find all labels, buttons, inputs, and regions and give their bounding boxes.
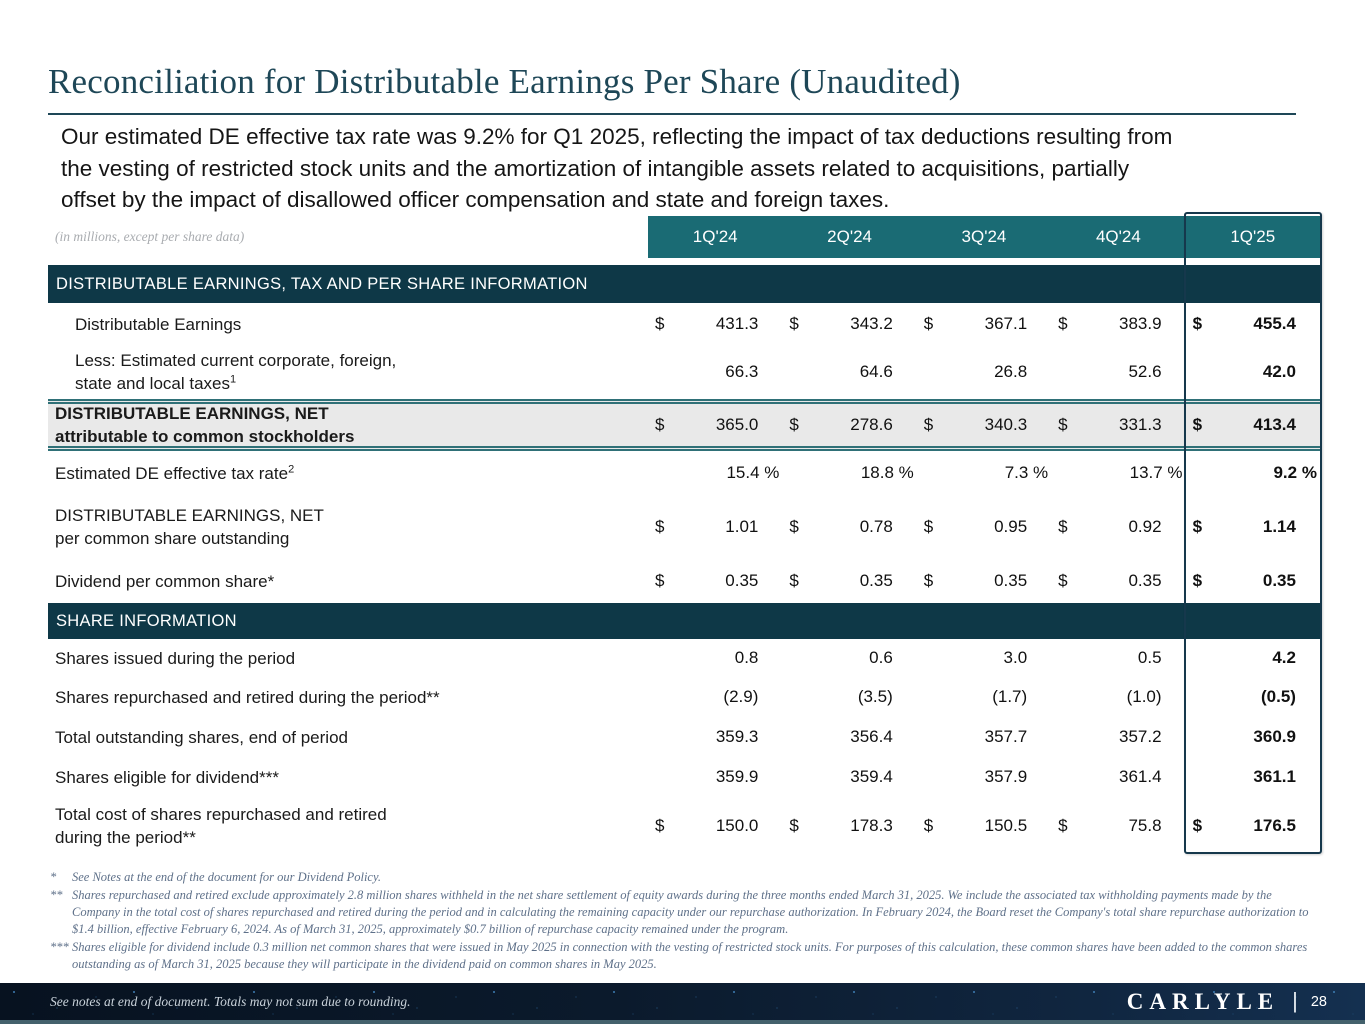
row-label: Shares eligible for dividend***	[55, 767, 279, 787]
row-label: Total outstanding shares, end of period	[55, 727, 348, 747]
column-header: 4Q'24	[1095, 227, 1141, 246]
column-header: 1Q'24	[692, 227, 738, 246]
footnote-marker: ***	[50, 940, 69, 954]
footer-bar: See notes at end of document. Totals may…	[0, 983, 1365, 1020]
table-row: Total cost of shares repurchased and ret…	[48, 797, 1320, 855]
table-row: Shares repurchased and retired during th…	[48, 677, 1320, 717]
column-header: 1Q'25	[1230, 227, 1276, 246]
table-row: Less: Estimated current corporate, forei…	[48, 345, 1320, 399]
row-label: Shares repurchased and retired during th…	[55, 687, 440, 707]
footnotes: * See Notes at the end of the document f…	[50, 869, 1312, 974]
table-row: Shares issued during the period 0.8 0.6 …	[48, 639, 1320, 677]
table-row: Total outstanding shares, end of period …	[48, 717, 1320, 757]
footnote-text: See Notes at the end of the document for…	[72, 870, 381, 884]
intro-paragraph: Our estimated DE effective tax rate was …	[61, 121, 1305, 216]
quarter-header-row: 1Q'24 2Q'24 3Q'24 4Q'24 1Q'25	[648, 216, 1320, 258]
footnote: * See Notes at the end of the document f…	[50, 869, 1312, 886]
table-row: Estimated DE effective tax rate2 15.4 % …	[48, 451, 1320, 495]
row-label: Dividend per common share*	[55, 571, 275, 591]
title-divider	[48, 113, 1296, 115]
carlyle-logo: CARLYLE	[1126, 988, 1280, 1014]
row-label: Total cost of shares repurchased and ret…	[55, 805, 387, 847]
intro-line: offset by the impact of disallowed offic…	[61, 187, 890, 212]
footnote-marker: *	[50, 870, 57, 884]
footnote: *** Shares eligible for dividend include…	[50, 939, 1312, 973]
row-label: DISTRIBUTABLE EARNINGS, NET attributable…	[55, 404, 355, 446]
units-note: (in millions, except per share data)	[55, 229, 245, 244]
row-label: DISTRIBUTABLE EARNINGS, NET per common s…	[55, 506, 324, 548]
column-header: 2Q'24	[827, 227, 872, 246]
table-row: Shares eligible for dividend*** 359.9 35…	[48, 757, 1320, 797]
page-number: 28	[1310, 993, 1327, 1010]
footer-brand-area: CARLYLE | 28	[1126, 987, 1327, 1015]
row-label: Shares issued during the period	[55, 648, 296, 668]
footnote: ** Shares repurchased and retired exclud…	[50, 887, 1312, 938]
footnote-text: Shares repurchased and retired exclude a…	[72, 888, 1309, 936]
footer-divider: |	[1292, 987, 1298, 1013]
table-row: Dividend per common share* $0.35 $0.35 $…	[48, 559, 1320, 603]
intro-line: the vesting of restricted stock units an…	[61, 155, 1130, 181]
footer-note: See notes at end of document. Totals may…	[50, 993, 411, 1009]
table-row: Distributable Earnings $431.3 $343.2 $36…	[48, 303, 1320, 345]
intro-line: Our estimated DE effective tax rate was …	[61, 124, 1173, 149]
bottom-edge-strip	[0, 1020, 1365, 1024]
row-label: Less: Estimated current corporate, forei…	[75, 351, 397, 393]
section-header-earnings: DISTRIBUTABLE EARNINGS, TAX AND PER SHAR…	[48, 265, 1320, 303]
footnote-text: Shares eligible for dividend include 0.3…	[72, 940, 1308, 971]
financial-table: 1Q'24 2Q'24 3Q'24 4Q'24 1Q'25 DISTRIBUTA…	[48, 212, 1322, 855]
footnote-marker: **	[50, 888, 63, 902]
row-label: Estimated DE effective tax rate2	[55, 462, 295, 483]
row-label: Distributable Earnings	[75, 314, 242, 334]
page-title: Reconciliation for Distributable Earning…	[48, 62, 961, 101]
table-row-distributable-earnings-net: DISTRIBUTABLE EARNINGS, NET attributable…	[48, 399, 1320, 451]
column-header: 3Q'24	[961, 227, 1007, 246]
table-row: DISTRIBUTABLE EARNINGS, NET per common s…	[48, 495, 1320, 559]
section-header-shares: SHARE INFORMATION	[48, 603, 1320, 639]
